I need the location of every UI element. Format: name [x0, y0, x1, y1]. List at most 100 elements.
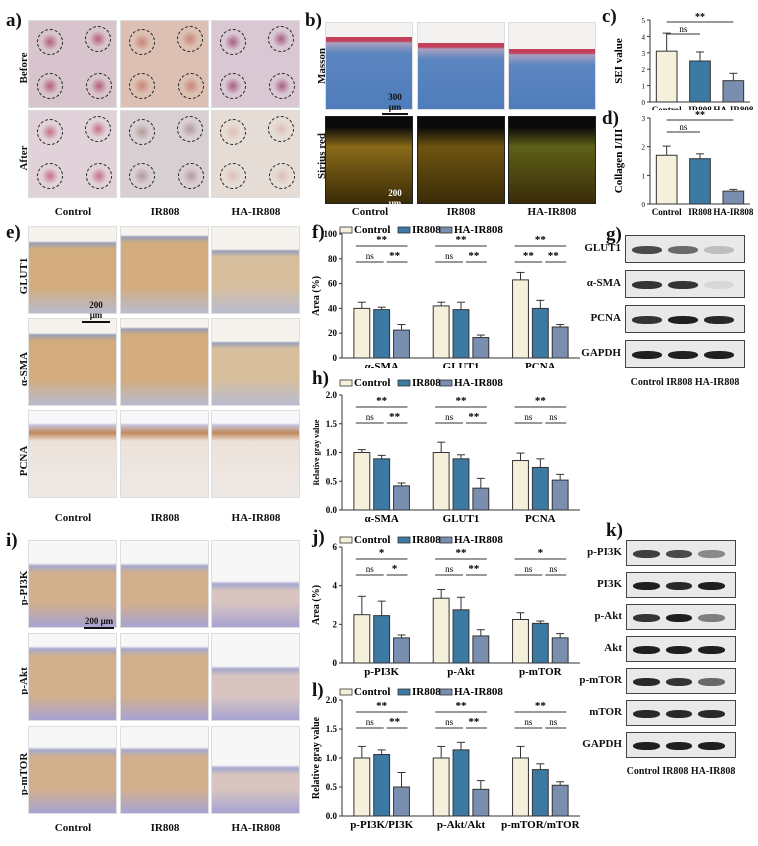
protein-band [665, 614, 693, 622]
panel-f-letter: f) [312, 222, 325, 243]
legend-item: IR808 [397, 534, 441, 546]
significance-label: ** [535, 700, 547, 712]
bar [373, 458, 391, 511]
y-tick-label: 0 [333, 353, 338, 363]
protein-band [668, 246, 698, 254]
y-tick-label: 1.5 [326, 724, 338, 734]
significance-label: ** [695, 110, 705, 121]
bar [452, 458, 470, 511]
ihc-i-image [28, 540, 117, 628]
chart-wb-gray-value-1: Control IR808 HA-IR808 0.0 0.5 1.0 1.5 2.0 Relat… [312, 377, 580, 524]
legend-swatch [397, 536, 411, 544]
ihc-e-image [28, 410, 117, 498]
bar [393, 637, 410, 664]
significance-label: ns [524, 717, 533, 727]
legend-label: IR808 [412, 534, 441, 546]
dashed-circle-marker [269, 73, 295, 99]
x-tick-label: p-mTOR [519, 666, 563, 678]
blot-strip [625, 235, 745, 263]
x-tick-label: PCNA [525, 361, 556, 368]
significance-label: ** [468, 716, 480, 728]
legend-swatch [397, 226, 411, 234]
x-tick-label: p-Akt/Akt [437, 819, 486, 831]
blot-strip [626, 636, 736, 662]
legend-swatch [439, 536, 453, 544]
dashed-circle-marker [178, 163, 204, 189]
significance-label: ** [468, 250, 480, 262]
significance-label: ns [549, 564, 558, 574]
y-tick-label: 1.0 [326, 448, 338, 458]
protein-band [668, 351, 698, 359]
y-tick-label: 40 [328, 303, 338, 313]
blot-strip [626, 700, 736, 726]
y-axis-label: Area (%) [311, 585, 322, 625]
significance-label: ** [376, 700, 388, 712]
x-tick-label: GLUT1 [443, 513, 480, 524]
protein-band [698, 550, 725, 558]
protein-band [704, 316, 734, 324]
col-label-control: Control [54, 822, 92, 834]
legend-item: HA-IR808 [439, 534, 503, 546]
bar [393, 485, 410, 511]
sirius-red-image [325, 116, 413, 204]
col-label-ir808: IR808 [150, 512, 180, 524]
ihc-i-image [120, 633, 209, 721]
significance-label: ** [376, 234, 388, 246]
x-tick-label: p-mTOR/mTOR [501, 819, 580, 831]
significance-label: * [538, 547, 544, 559]
significance-label: ** [456, 700, 468, 712]
significance-label: ns [445, 412, 454, 422]
bar [373, 615, 391, 664]
significance-label: ** [376, 395, 388, 407]
blot-strip [626, 604, 736, 630]
dashed-circle-marker [129, 73, 155, 99]
col-label-ir808: IR808 [150, 822, 180, 834]
legend-swatch [339, 688, 353, 696]
bar [512, 279, 529, 359]
protein-band [698, 678, 725, 686]
legend-item: HA-IR808 [439, 224, 503, 236]
panel-c-letter: c) [602, 6, 617, 27]
bar [689, 158, 711, 205]
panel-d-letter: d) [602, 108, 619, 129]
significance-label: ns [524, 412, 533, 422]
protein-band [632, 281, 662, 289]
ihc-e-image [211, 226, 300, 314]
ihc-e-image [28, 226, 117, 314]
legend-swatch [439, 688, 453, 696]
ihc-e-image [120, 410, 209, 498]
significance-label: ns [366, 251, 375, 261]
legend-item: Control [339, 377, 390, 389]
significance-label: ns [445, 251, 454, 261]
masson-stain-image [417, 22, 505, 110]
blot-row-label: p-Akt [594, 610, 622, 622]
legend-label: HA-IR808 [454, 224, 503, 236]
bar [353, 307, 371, 359]
y-tick-label: 1.0 [326, 753, 338, 763]
dashed-circle-marker [129, 29, 155, 55]
protein-band [665, 550, 693, 558]
bar [393, 786, 410, 817]
scale-bar-sirius: 200 μm [382, 188, 408, 211]
y-tick-label: 2 [333, 619, 338, 629]
legend-label: HA-IR808 [454, 686, 503, 698]
dashed-circle-marker [129, 163, 155, 189]
legend-swatch [339, 226, 353, 234]
bar [432, 597, 450, 664]
panel-e-letter: e) [6, 222, 21, 243]
bar [353, 614, 371, 664]
x-tick-label: HA-IR808 [713, 105, 753, 110]
y-tick-label: 6 [333, 542, 338, 552]
ihc-i-image [28, 633, 117, 721]
ihc-e-image [211, 410, 300, 498]
wound-photo [28, 20, 117, 108]
dashed-circle-marker [86, 163, 112, 189]
x-tick-label: HA-IR808 [713, 207, 753, 217]
dashed-circle-marker [129, 119, 155, 145]
significance-label: ** [468, 563, 480, 575]
panel-a-letter: a) [6, 10, 22, 31]
wound-photo [211, 20, 300, 108]
y-tick-label: 0.0 [326, 505, 338, 515]
panel-l-letter: l) [312, 680, 324, 701]
significance-label: ** [523, 250, 535, 262]
